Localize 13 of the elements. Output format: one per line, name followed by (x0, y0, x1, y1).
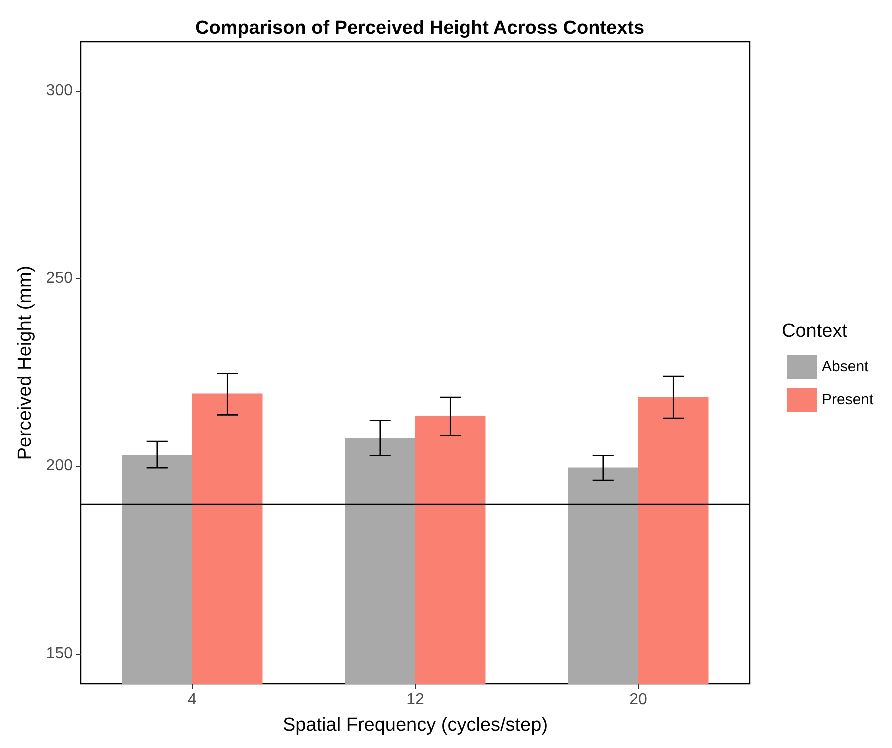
x-axis-title: Spatial Frequency (cycles/step) (282, 715, 548, 736)
y-axis-title: Perceived Height (mm) (15, 266, 36, 460)
x-tick-label: 20 (630, 692, 648, 708)
y-tick-label: 200 (46, 458, 74, 475)
chart-title: Comparison of Perceived Height Across Contexts (195, 18, 645, 39)
legend-label: Absent (822, 358, 870, 376)
legend-title: Context (782, 321, 848, 342)
x-tick-label: 4 (188, 692, 198, 708)
y-tick-label: 250 (46, 270, 74, 288)
y-tick-label: 150 (46, 645, 74, 662)
y-tick-label: 300 (46, 82, 74, 100)
legend-label: Present (822, 392, 875, 408)
x-tick-label: 12 (406, 692, 424, 708)
